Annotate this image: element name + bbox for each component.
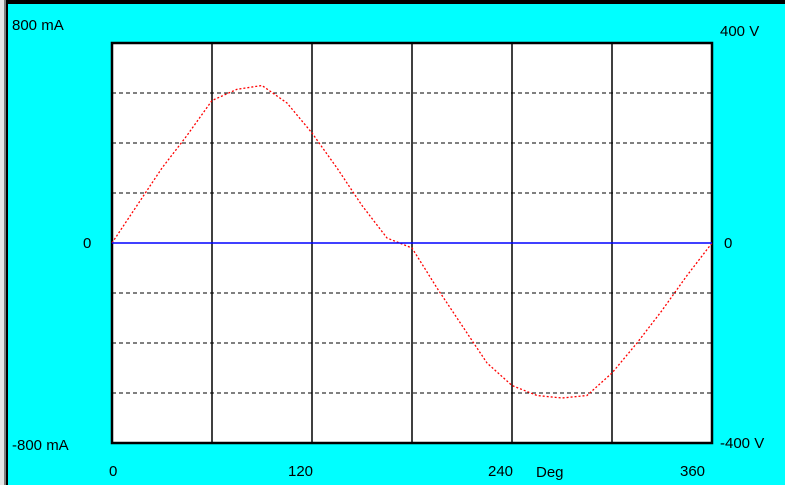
left-axis-min-label: -800 mA (12, 437, 69, 454)
x-tick-label-360: 360 (680, 463, 706, 480)
window-left-edge (0, 0, 6, 485)
waveform-chart (110, 41, 714, 445)
right-axis-zero-label: 0 (724, 235, 733, 252)
x-axis-unit-label: Deg (536, 464, 564, 481)
left-axis-max-label: 800 mA (12, 17, 64, 34)
x-tick-label-0: 0 (109, 463, 118, 480)
current-waveform-line (111, 84, 713, 399)
left-axis-zero-label: 0 (83, 235, 92, 252)
x-tick-label-120: 120 (288, 463, 314, 480)
x-tick-label-240: 240 (488, 463, 514, 480)
right-axis-min-label: -400 V (720, 435, 765, 452)
chart-panel: 800 mA 0 -800 mA 400 V 0 -400 V 0 120 24… (8, 4, 785, 485)
right-axis-max-label: 400 V (720, 23, 760, 40)
